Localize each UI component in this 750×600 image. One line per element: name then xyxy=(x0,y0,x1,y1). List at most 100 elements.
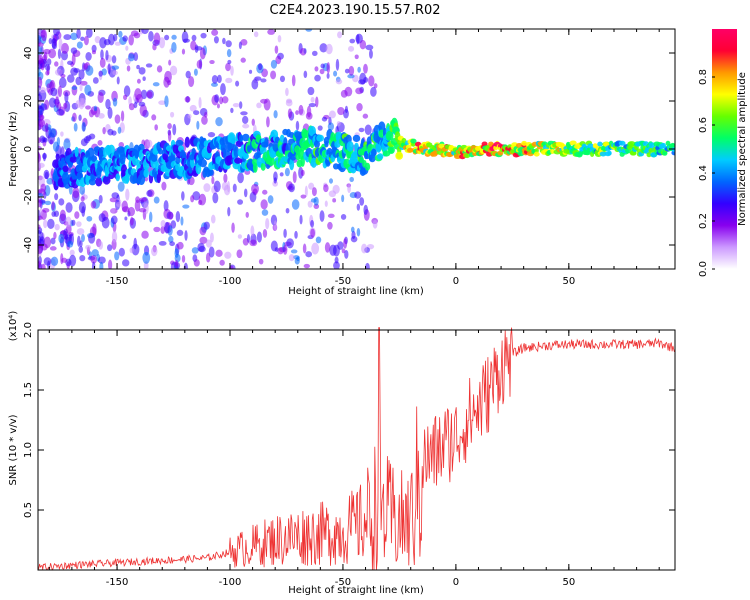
colorbar-tick-label: 0.6 xyxy=(698,117,709,133)
spectrogram-mark xyxy=(233,146,240,159)
spectrogram-noise-mark xyxy=(78,246,84,253)
spectrogram-noise-mark xyxy=(63,102,68,109)
spectrogram-noise-mark xyxy=(219,259,225,266)
spectrogram-noise-mark xyxy=(136,78,141,84)
spectrogram-noise-mark xyxy=(134,199,141,212)
spectrogram-noise-mark xyxy=(111,55,117,64)
spectrogram-noise-mark xyxy=(332,184,340,194)
snr-series-line xyxy=(37,327,675,571)
spectrogram-noise-mark xyxy=(116,201,122,207)
spectrogram-noise-mark xyxy=(138,207,147,213)
spectrogram-noise-mark xyxy=(305,112,313,120)
spectrogram-mark xyxy=(481,141,488,147)
snr-y-tick-label: 0.5 xyxy=(23,502,34,518)
spectrogram-mark xyxy=(316,134,324,142)
spectrogram-noise-mark xyxy=(152,82,160,87)
spectrogram-noise-mark xyxy=(253,31,259,38)
spectrogram-mark xyxy=(234,157,242,164)
spectrogram-mark xyxy=(199,159,208,168)
spectrogram-noise-mark xyxy=(304,185,308,198)
spectrogram-noise-mark xyxy=(48,128,57,138)
spectrogram-noise-mark xyxy=(51,201,55,211)
spectrogram-mark xyxy=(358,156,364,164)
spectrogram-noise-mark xyxy=(327,122,335,131)
spectrogram-noise-mark xyxy=(85,29,93,38)
spectrogram-noise-mark xyxy=(112,97,118,107)
spectrogram-noise-mark xyxy=(56,108,65,116)
spectrogram-noise-mark xyxy=(67,240,74,248)
spectrogram-noise-mark xyxy=(344,249,349,259)
spectrogram-noise-mark xyxy=(189,104,197,112)
spectrogram-noise-mark xyxy=(209,60,215,65)
spectrogram-noise-mark xyxy=(362,113,369,119)
spectrogram-noise-mark xyxy=(146,190,153,197)
spectrogram-noise-mark xyxy=(38,162,45,168)
spectrogram-noise-mark xyxy=(192,191,201,201)
spectrogram-marks xyxy=(38,29,675,269)
spectrogram-noise-mark xyxy=(204,111,208,118)
spectrogram-noise-mark xyxy=(291,199,300,210)
spectrogram-noise-mark xyxy=(240,111,248,116)
spectrogram-noise-mark xyxy=(176,241,184,250)
spectrogram-mark xyxy=(334,140,341,148)
spectrogram-noise-mark xyxy=(69,254,77,267)
spectrogram-mark xyxy=(377,153,384,160)
spectrogram-noise-mark xyxy=(237,172,244,184)
spectrogram-noise-mark xyxy=(70,47,78,54)
snr-y-tick-label: 2.0 xyxy=(23,322,34,338)
spectrogram-mark xyxy=(599,151,607,157)
spectrogram-noise-mark xyxy=(188,76,195,88)
spectrogram-noise-mark xyxy=(51,37,57,49)
spectrogram-noise-mark xyxy=(365,262,370,269)
spectrogram-noise-mark xyxy=(79,254,86,262)
spectrogram-noise-mark xyxy=(205,239,212,248)
spectrogram-noise-mark xyxy=(146,139,153,148)
spectrogram-noise-mark xyxy=(209,232,214,243)
spectrogram-y-axis: -40 -20 0 20 40 xyxy=(23,47,675,253)
snr-y-multiplier: (x10⁴) xyxy=(8,311,19,342)
spectrogram-noise-mark xyxy=(248,69,253,74)
spectrogram-noise-mark xyxy=(52,141,60,152)
spectrogram-noise-mark xyxy=(38,119,46,128)
spectrogram-noise-mark xyxy=(307,86,315,96)
spectrogram-noise-mark xyxy=(98,70,103,77)
spectrogram-noise-mark xyxy=(38,42,44,47)
spectrogram-mark xyxy=(134,151,139,159)
spectrogram-mark xyxy=(515,143,523,149)
spectrogram-noise-mark xyxy=(174,259,179,269)
spectrogram-noise-mark xyxy=(284,167,290,177)
spectrogram-noise-mark xyxy=(356,228,361,237)
spectrogram-noise-mark xyxy=(130,30,139,37)
spectrogram-noise-mark xyxy=(102,127,106,135)
spectrogram-y-tick-label: -20 xyxy=(23,189,34,205)
spectrogram-noise-mark xyxy=(211,75,218,84)
spectrogram-noise-mark xyxy=(131,243,140,256)
spectrogram-noise-mark xyxy=(212,192,219,204)
spectrogram-noise-mark xyxy=(196,120,200,130)
spectrogram-noise-mark xyxy=(164,221,170,234)
spectrogram-noise-mark xyxy=(168,59,172,66)
spectrogram-noise-mark xyxy=(65,216,72,227)
spectrogram-noise-mark xyxy=(323,184,329,193)
spectrogram-noise-mark xyxy=(181,255,186,263)
spectrogram-noise-mark xyxy=(164,34,170,41)
spectrogram-noise-mark xyxy=(60,42,69,54)
spectrogram-noise-mark xyxy=(139,104,147,117)
spectrogram-noise-mark xyxy=(344,86,353,97)
spectrogram-noise-mark xyxy=(92,77,99,84)
spectrogram-noise-mark xyxy=(279,172,284,177)
spectrogram-noise-mark xyxy=(133,52,139,62)
spectrogram-noise-mark xyxy=(237,199,244,205)
spectrogram-noise-mark xyxy=(50,237,56,245)
spectrogram-noise-mark xyxy=(58,198,65,206)
spectrogram-noise-mark xyxy=(49,246,57,251)
spectrogram-noise-mark xyxy=(267,195,274,204)
spectrogram-noise-mark xyxy=(334,256,339,264)
spectrogram-noise-mark xyxy=(292,171,297,184)
snr-x-tick-label: 50 xyxy=(562,577,575,588)
spectrogram-noise-mark xyxy=(221,181,228,191)
spectrogram-noise-mark xyxy=(266,116,270,128)
spectrogram-noise-mark xyxy=(249,191,257,203)
spectrogram-noise-mark xyxy=(141,230,149,239)
spectrogram-noise-mark xyxy=(305,29,313,32)
